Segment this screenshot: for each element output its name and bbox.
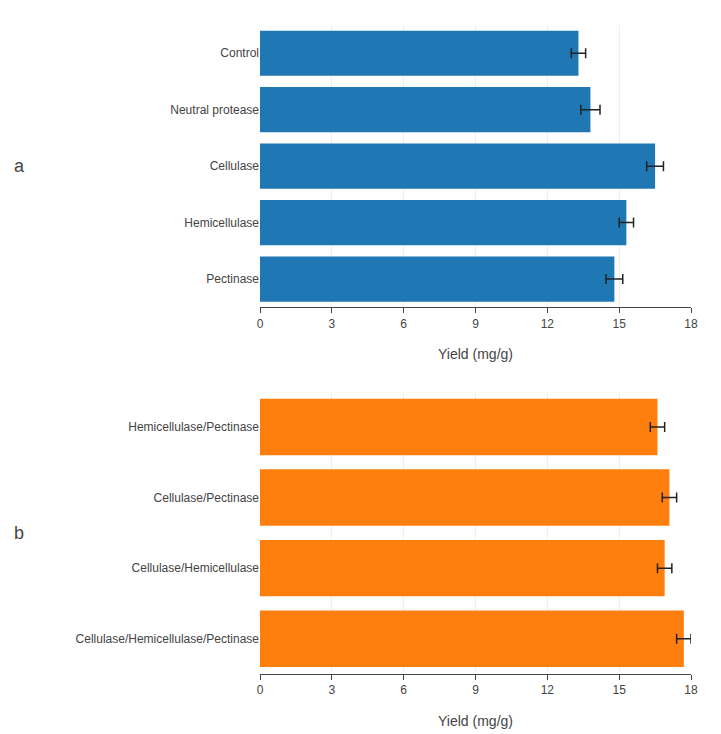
- svg-text:Cellulase/Pectinase: Cellulase/Pectinase: [154, 491, 260, 505]
- svg-text:Neutral protease: Neutral protease: [170, 103, 259, 117]
- svg-text:15: 15: [612, 317, 626, 331]
- svg-text:b: b: [14, 523, 24, 543]
- svg-text:9: 9: [472, 317, 479, 331]
- svg-text:12: 12: [541, 683, 555, 697]
- svg-text:Yield (mg/g): Yield (mg/g): [438, 713, 513, 729]
- svg-text:Hemicellulase: Hemicellulase: [184, 216, 259, 230]
- svg-text:18: 18: [684, 317, 698, 331]
- svg-text:Hemicellulase/Pectinase: Hemicellulase/Pectinase: [128, 420, 259, 434]
- svg-text:Control: Control: [220, 46, 259, 60]
- svg-text:Cellulase/Hemicellulase/Pectin: Cellulase/Hemicellulase/Pectinase: [76, 632, 260, 646]
- svg-text:Cellulase: Cellulase: [210, 159, 260, 173]
- svg-text:a: a: [14, 156, 25, 176]
- svg-text:0: 0: [257, 317, 264, 331]
- svg-text:Cellulase/Hemicellulase: Cellulase/Hemicellulase: [132, 561, 260, 575]
- svg-text:3: 3: [328, 683, 335, 697]
- svg-text:12: 12: [541, 317, 555, 331]
- svg-text:18: 18: [684, 683, 698, 697]
- svg-text:6: 6: [400, 317, 407, 331]
- svg-text:15: 15: [612, 683, 626, 697]
- svg-text:0: 0: [257, 683, 264, 697]
- svg-text:Yield (mg/g): Yield (mg/g): [438, 346, 513, 362]
- svg-text:3: 3: [328, 317, 335, 331]
- svg-text:6: 6: [400, 683, 407, 697]
- svg-text:9: 9: [472, 683, 479, 697]
- svg-text:Pectinase: Pectinase: [206, 272, 259, 286]
